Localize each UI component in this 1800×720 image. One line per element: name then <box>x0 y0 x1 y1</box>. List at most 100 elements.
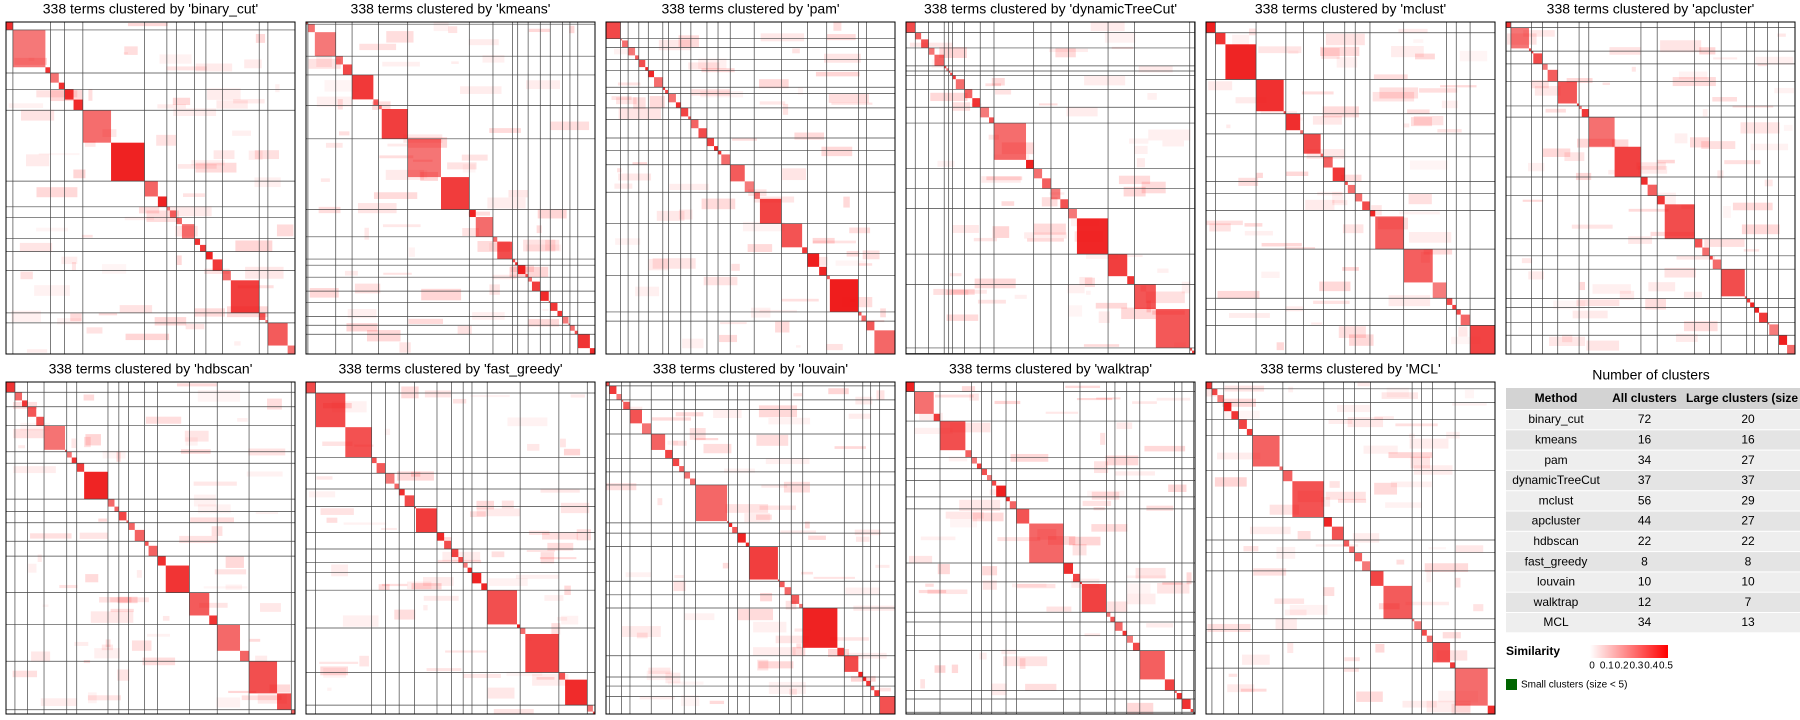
heatmap-noise <box>1743 249 1760 252</box>
heatmap-noise <box>1065 385 1101 389</box>
heatmap-frame <box>605 381 896 715</box>
heatmap-block <box>684 471 691 479</box>
heatmap-noise <box>469 511 486 518</box>
heatmap-noise <box>1575 172 1592 181</box>
heatmap-block <box>866 680 871 687</box>
heatmap-noise <box>756 514 772 520</box>
heatmap-block <box>1206 382 1212 389</box>
heatmap-block <box>1470 325 1495 354</box>
heatmap-noise <box>878 687 892 692</box>
heatmap-block <box>525 633 559 673</box>
heatmap-block <box>157 196 167 207</box>
heatmap-noise <box>1764 179 1773 187</box>
heatmap-noise <box>1162 140 1184 147</box>
heatmap-noise <box>183 193 205 197</box>
heatmap-block <box>165 565 190 593</box>
heatmap-noise <box>1045 411 1079 414</box>
heatmap-block <box>1414 621 1422 630</box>
table-cell: kmeans <box>1535 432 1577 446</box>
table-cell: 8 <box>1745 554 1752 568</box>
heatmap-block <box>1134 284 1156 310</box>
heatmap-block <box>950 72 953 76</box>
heatmap-noise <box>1261 271 1280 279</box>
table-cell: binary_cut <box>1528 412 1584 426</box>
heatmap-noise <box>547 542 574 551</box>
heatmap-block <box>714 146 719 151</box>
heatmap-noise <box>768 417 811 425</box>
heatmap-noise <box>768 681 806 694</box>
heatmap-block <box>1581 109 1589 118</box>
heatmap-noise <box>1038 103 1058 106</box>
heatmap-noise <box>204 268 230 274</box>
heatmap-noise <box>381 527 397 530</box>
heatmap-noise <box>38 153 80 156</box>
heatmap-block <box>118 511 127 521</box>
heatmap-noise <box>1066 107 1098 117</box>
heatmap-noise <box>1206 388 1217 397</box>
heatmap-block <box>1759 312 1768 323</box>
heatmap-noise <box>674 574 684 579</box>
legend: Similarity Small clusters (size < 5) 0 0.… <box>1506 644 1673 691</box>
heatmap-noise <box>36 227 69 232</box>
heatmap-noise <box>40 698 77 707</box>
heatmap-noise <box>213 150 235 160</box>
heatmap-noise <box>920 679 926 689</box>
heatmap-noise <box>563 448 581 456</box>
heatmap-block <box>463 562 468 568</box>
heatmap-noise <box>700 91 744 98</box>
table-cell: pam <box>1544 453 1567 467</box>
heatmap-noise <box>216 100 248 109</box>
heatmap-noise <box>614 183 633 189</box>
heatmap-noise <box>249 638 261 642</box>
heatmap-noise <box>491 551 505 558</box>
heatmap-block <box>1452 304 1457 310</box>
heatmap-block <box>1721 269 1745 297</box>
heatmap-noise <box>1244 230 1273 236</box>
heatmap-block <box>407 138 441 178</box>
heatmap-noise <box>1168 484 1187 493</box>
heatmap-noise <box>28 563 37 573</box>
heatmap-noise <box>1442 632 1461 639</box>
heatmap-block <box>1206 22 1216 33</box>
heatmap-noise <box>193 494 216 507</box>
heatmap-noise <box>325 142 343 148</box>
heatmap-block <box>14 392 23 401</box>
heatmap-noise <box>169 206 212 217</box>
heatmap-block <box>622 40 629 48</box>
heatmap-block <box>27 406 37 417</box>
heatmap-noise <box>88 89 93 101</box>
heatmap-block <box>623 401 630 410</box>
legend-tick-label: 0.2 <box>1615 661 1629 672</box>
heatmap-noise <box>501 500 514 509</box>
heatmap-noise <box>190 517 235 523</box>
heatmap-block <box>989 117 994 124</box>
heatmap-block <box>592 711 595 714</box>
heatmap-noise <box>678 35 699 48</box>
heatmap-noise <box>937 160 955 167</box>
heatmap-block <box>548 300 551 303</box>
heatmap-noise <box>1297 530 1311 540</box>
heatmap-noise <box>1459 50 1488 62</box>
heatmap-noise <box>1323 587 1335 597</box>
heatmap-block <box>126 520 129 523</box>
heatmap-noise <box>477 240 511 252</box>
heatmap-noise <box>1631 66 1636 72</box>
heatmap-noise <box>1636 162 1666 170</box>
heatmap-noise <box>632 162 648 165</box>
heatmap-block <box>690 119 699 129</box>
heatmap-block <box>1769 324 1779 336</box>
heatmap-noise <box>1287 642 1294 654</box>
heatmap-block <box>36 416 45 426</box>
heatmap-noise <box>476 500 495 510</box>
heatmap-noise <box>145 416 182 424</box>
heatmap-noise <box>1016 583 1056 589</box>
heatmap-block <box>737 533 746 543</box>
heatmap-noise <box>382 224 421 228</box>
heatmap-noise <box>1146 623 1174 628</box>
heatmap-noise <box>448 26 458 34</box>
heatmap-noise <box>825 343 843 351</box>
heatmap-block <box>965 450 972 458</box>
heatmap-noise <box>364 227 369 240</box>
heatmap-noise <box>831 102 873 105</box>
heatmap-noise <box>1249 526 1291 535</box>
